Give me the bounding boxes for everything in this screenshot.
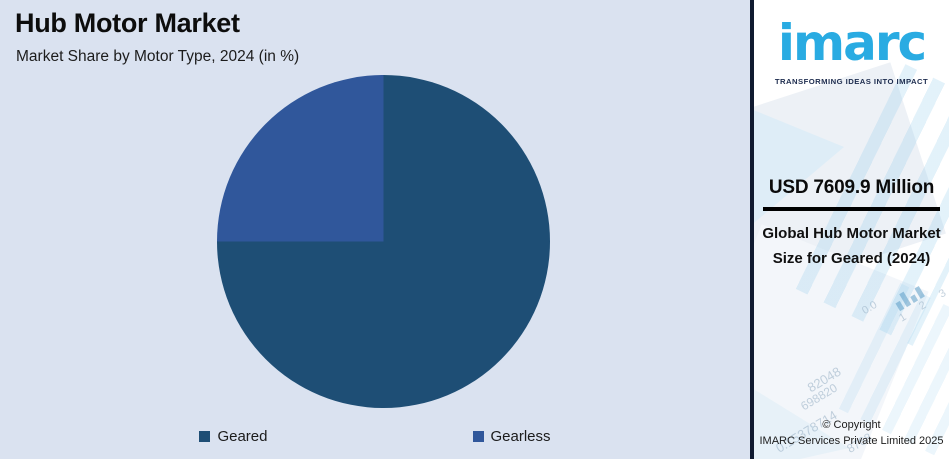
pie-chart	[217, 75, 550, 408]
metric-divider	[763, 207, 940, 211]
legend: Geared Gearless	[0, 428, 750, 445]
legend-item-gearless: Gearless	[472, 428, 551, 445]
brand-panel: 0.0 1 2 3 82048 698820 0.15378714 8768 i…	[754, 0, 949, 459]
metric-caption: Global Hub Motor Market Size for Geared …	[762, 225, 941, 267]
legend-label-geared: Geared	[217, 428, 268, 445]
watermark-number: 0.0	[860, 298, 880, 318]
imarc-tagline: TRANSFORMING IDEAS INTO IMPACT	[774, 77, 929, 86]
chart-subtitle: Market Share by Motor Type, 2024 (in %)	[16, 48, 300, 65]
page-title: Hub Motor Market	[15, 8, 240, 38]
chart-area: Hub Motor Market Market Share by Motor T…	[0, 0, 750, 459]
metric-value: USD 7609.9 Million	[768, 177, 935, 198]
legend-swatch-gearless	[472, 431, 484, 442]
watermark-triangle-shape	[754, 98, 844, 238]
legend-swatch-geared	[199, 431, 211, 442]
copyright-line2: IMARC Services Private Limited 2025	[759, 435, 944, 448]
copyright: © Copyright IMARC Services Private Limit…	[754, 418, 949, 450]
legend-item-geared: Geared	[199, 428, 268, 445]
watermark-number: 1 2 3	[897, 283, 949, 325]
copyright-line1: © Copyright	[822, 419, 881, 432]
imarc-logo: imarc	[777, 14, 927, 72]
legend-label-gearless: Gearless	[490, 428, 551, 445]
panel-divider	[750, 0, 754, 459]
